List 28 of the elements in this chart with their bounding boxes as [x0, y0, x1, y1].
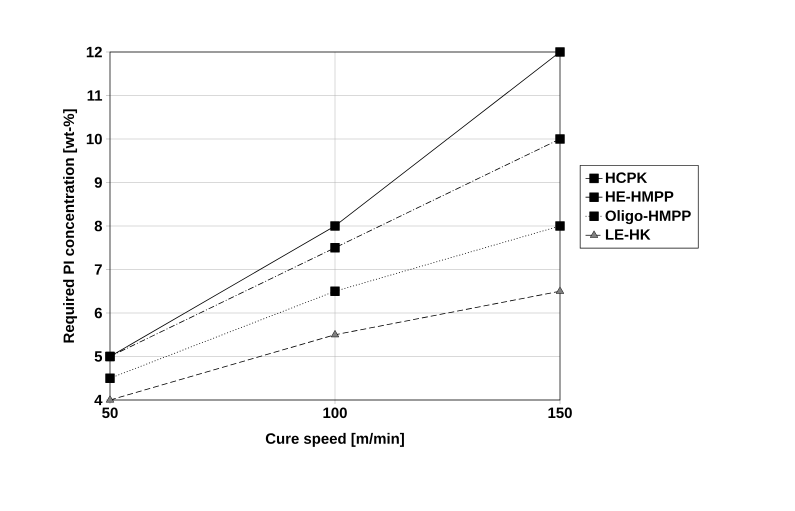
x-axis-title: Cure speed [m/min]	[266, 432, 404, 447]
x-tick-label: 150	[548, 408, 572, 418]
y-tick-label: 10	[86, 134, 102, 144]
legend-label: LE-HK	[606, 229, 650, 240]
point	[555, 47, 565, 57]
x-tick-label: 50	[102, 408, 118, 418]
point	[105, 374, 115, 383]
y-tick-label: 7	[94, 264, 102, 275]
y-tick-label: 12	[86, 46, 102, 58]
legend-label: HE-HMPP	[606, 191, 674, 202]
y-tick-label: 5	[94, 351, 102, 362]
point	[330, 286, 340, 296]
point	[330, 221, 340, 231]
y-axis-title: Required PI concentration [wt-%]	[63, 109, 78, 342]
legend-label: Oligo-HMPP	[606, 210, 691, 224]
point	[555, 134, 565, 144]
point	[330, 330, 340, 338]
y-tick-label: 11	[88, 90, 102, 101]
point	[555, 221, 565, 231]
point	[330, 243, 340, 252]
y-tick-label: 9	[94, 177, 102, 188]
x-tick-label: 100	[323, 408, 347, 418]
legend-label: HCPK	[606, 172, 648, 183]
y-tick-label: 8	[94, 220, 102, 232]
y-tick-label: 4	[94, 394, 102, 406]
y-tick-label: 6	[94, 308, 102, 318]
point	[556, 286, 564, 294]
point	[106, 395, 114, 402]
